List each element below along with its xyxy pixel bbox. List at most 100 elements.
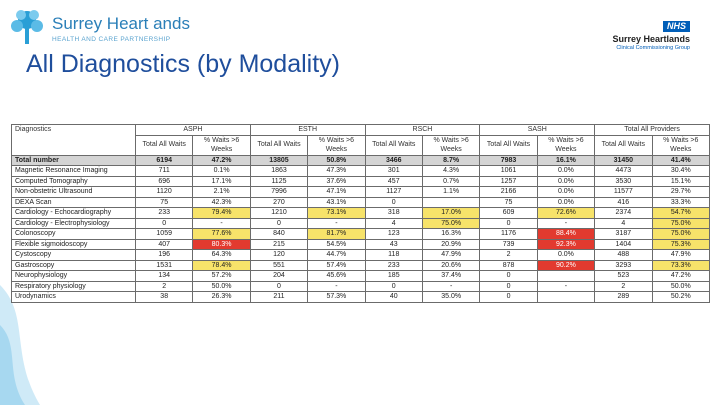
total-waits-cell: 11577 [594,186,653,198]
total-waits-cell: 523 [594,270,653,282]
total-waits-cell: 2 [594,280,653,292]
total-waits-cell: 4473 [594,165,653,177]
pct-waits-cell: 4.3% [421,165,481,177]
pct-waits-cell: 0.7% [421,175,481,187]
total-waits-cell: 4 [364,217,423,229]
total-waits-cell: 1531 [134,259,194,271]
total-waits-cell: 289 [594,291,653,303]
org-subtitle: HEALTH AND CARE PARTNERSHIP [52,36,171,43]
diagnostics-table: Diagnostics ASPH ESTH RSCH SASH Total Al… [11,124,711,303]
total-waits-cell: 40 [364,291,423,303]
table-row: Flexible sigmoidoscopy 407 80.3% 215 54.5% 43… [11,238,711,250]
pct-waits-cell: 8.7% [421,154,481,166]
pct-waits-cell: 2.1% [192,186,251,198]
modality-name: Gastroscopy [11,259,136,271]
nhs-org-subtitle: Clinical Commissioning Group [616,45,690,51]
pct-waits-cell: 75.0% [651,228,711,240]
page-title: All Diagnostics (by Modality) [26,50,340,78]
total-waits-cell: 457 [364,175,423,187]
pct-waits-cell: 43.1% [307,196,366,208]
modality-name: Respiratory physiology [11,280,136,292]
total-waits-cell: 75 [134,196,194,208]
total-waits-cell: 0 [364,196,423,208]
pct-waits-cell: 47.9% [421,249,481,261]
total-waits-header: Total All Waits [364,134,423,156]
pct-waits-cell: 45.6% [307,270,366,282]
pct-waits-cell: - [192,217,251,229]
total-waits-cell: 7996 [249,186,309,198]
table-row: Gastroscopy 1531 78.4% 551 57.4% 233 20.6% 878 9… [11,259,711,271]
pct-waits-cell: 30.4% [651,165,711,177]
pct-waits-cell: 37.4% [421,270,481,282]
modality-name: Colonoscopy [11,228,136,240]
total-waits-cell: 123 [364,228,423,240]
total-waits-cell: 696 [134,175,194,187]
table-row: Urodynamics 38 26.3% 211 57.3% 40 35.0% 0 289 50.… [11,291,711,303]
pct-waits-cell: 15.1% [651,175,711,187]
total-waits-cell: 3187 [594,228,653,240]
pct-waits-cell: 35.0% [421,291,481,303]
total-waits-cell: 1257 [479,175,538,187]
total-waits-cell: 1127 [364,186,423,198]
pct-waits-cell: 88.4% [536,228,596,240]
pct-waits-cell: 57.3% [307,291,366,303]
total-waits-header: Total All Waits [479,134,538,156]
nhs-org-name: Surrey Heartlands [612,34,690,44]
total-row: Total number 6194 47.2% 13805 50.8% 3466 8.7% 7… [11,154,711,166]
table-row: Respiratory physiology 2 50.0% 0-0-0-2 50.0% [11,280,711,292]
pct-waits-cell: 80.3% [192,238,251,250]
total-waits-cell: 840 [249,228,309,240]
total-waits-cell: 1863 [249,165,309,177]
pct-waits-cell: - [307,217,366,229]
pct-waits-cell [421,196,481,208]
total-waits-cell: 1125 [249,175,309,187]
total-waits-cell: 318 [364,207,423,219]
total-waits-cell: 301 [364,165,423,177]
total-waits-cell: 1404 [594,238,653,250]
nhs-badge: NHS [662,21,690,32]
pct-waits-cell: 47.2% [192,154,251,166]
total-waits-cell: 134 [134,270,194,282]
pct-waits-cell: 79.4% [192,207,251,219]
total-waits-cell: 120 [249,249,309,261]
pct-waits-cell: 44.7% [307,249,366,261]
total-waits-cell: 609 [479,207,538,219]
provider-header: SASH [479,124,596,136]
partnership-logo: Surrey Heart ands HEALTH AND CARE PARTNE… [6,6,206,48]
column-header-row: Total All Waits % Waits >6 Weeks Total A… [12,134,711,156]
pct-waits-cell: 73.3% [651,259,711,271]
total-waits-cell: 2374 [594,207,653,219]
total-waits-cell: 488 [594,249,653,261]
total-waits-cell: 13805 [249,154,309,166]
tree-icon [11,10,43,44]
pct-waits-cell: 0.1% [192,165,251,177]
modality-name: Computed Tomography [11,175,136,187]
table-row: Cystoscopy 196 64.3% 120 44.7% 118 47.9% 2 0.0% 4… [11,249,711,261]
pct-waits-cell: 54.7% [651,207,711,219]
diagnostics-header: Diagnostics [11,124,136,156]
pct-waits-cell: 47.2% [651,270,711,282]
modality-name: Cardiology - Electrophysiology [11,217,136,229]
pct-waits-cell: 50.0% [651,280,711,292]
table-row: Cardiology - Electrophysiology 0-0-4 75.0%… [11,217,711,229]
total-waits-header: Total All Waits [249,134,309,156]
total-waits-cell: 4 [594,217,653,229]
pct-waits-cell: 47.3% [307,165,366,177]
provider-header: RSCH [364,124,481,136]
pct-waits-header: % Waits >6 Weeks [536,134,596,156]
total-waits-cell: 1120 [134,186,194,198]
pct-waits-cell: 33.3% [651,196,711,208]
pct-waits-cell: 0.0% [536,165,596,177]
total-waits-cell: 270 [249,196,309,208]
total-waits-cell: 1176 [479,228,538,240]
total-waits-cell: 2166 [479,186,538,198]
total-waits-cell: 0 [249,280,309,292]
pct-waits-cell: 16.3% [421,228,481,240]
total-waits-cell: 2 [134,280,194,292]
total-waits-cell: 75 [479,196,538,208]
total-waits-header: Total All Waits [134,134,194,156]
pct-waits-cell: 0.0% [536,196,596,208]
pct-waits-cell: 75.0% [421,217,481,229]
provider-header: ASPH [135,124,251,136]
table-row: Magnetic Resonance Imaging 711 0.1% 1863 47.… [11,165,711,177]
